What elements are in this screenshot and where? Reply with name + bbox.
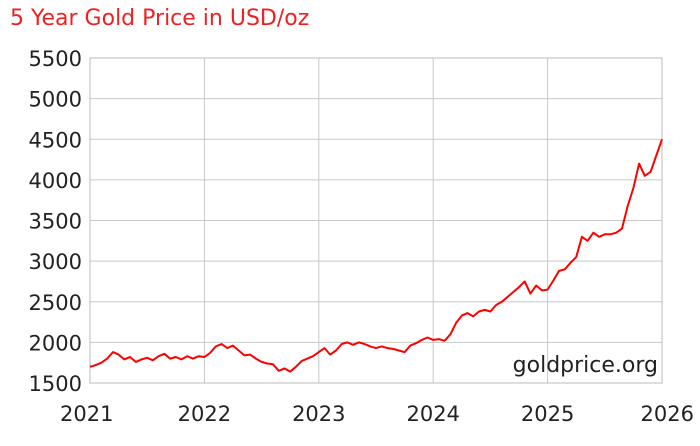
- series-line-gold-price: [89, 138, 663, 373]
- y-tick-label: 1500: [29, 372, 82, 396]
- x-tick-label: 2022: [178, 402, 231, 426]
- x-tick-label: 2023: [292, 402, 345, 426]
- y-axis-ticks: 1500 2000 2500 3000 3500 4000 4500 5000 5500: [29, 47, 82, 396]
- x-tick-label: 2024: [406, 402, 459, 426]
- y-tick-label: 2500: [29, 291, 82, 315]
- y-tick-label: 5500: [29, 47, 82, 71]
- y-tick-label: 4500: [29, 128, 82, 152]
- y-tick-label: 2000: [29, 331, 82, 355]
- y-tick-label: 5000: [29, 88, 82, 112]
- y-tick-label: 4000: [29, 169, 82, 193]
- x-axis-ticks: 2021 2022 2023 2024 2025 2026: [60, 402, 694, 426]
- watermark: goldprice.org: [513, 353, 658, 378]
- y-tick-label: 3500: [29, 210, 82, 234]
- y-tick-label: 3000: [29, 250, 82, 274]
- grid-lines: [89, 57, 663, 384]
- chart-title: 5 Year Gold Price in USD/oz: [10, 6, 310, 31]
- plot-frame: [89, 57, 663, 384]
- x-tick-label: 2026: [641, 402, 694, 426]
- x-tick-label: 2021: [60, 402, 113, 426]
- x-tick-label: 2025: [521, 402, 574, 426]
